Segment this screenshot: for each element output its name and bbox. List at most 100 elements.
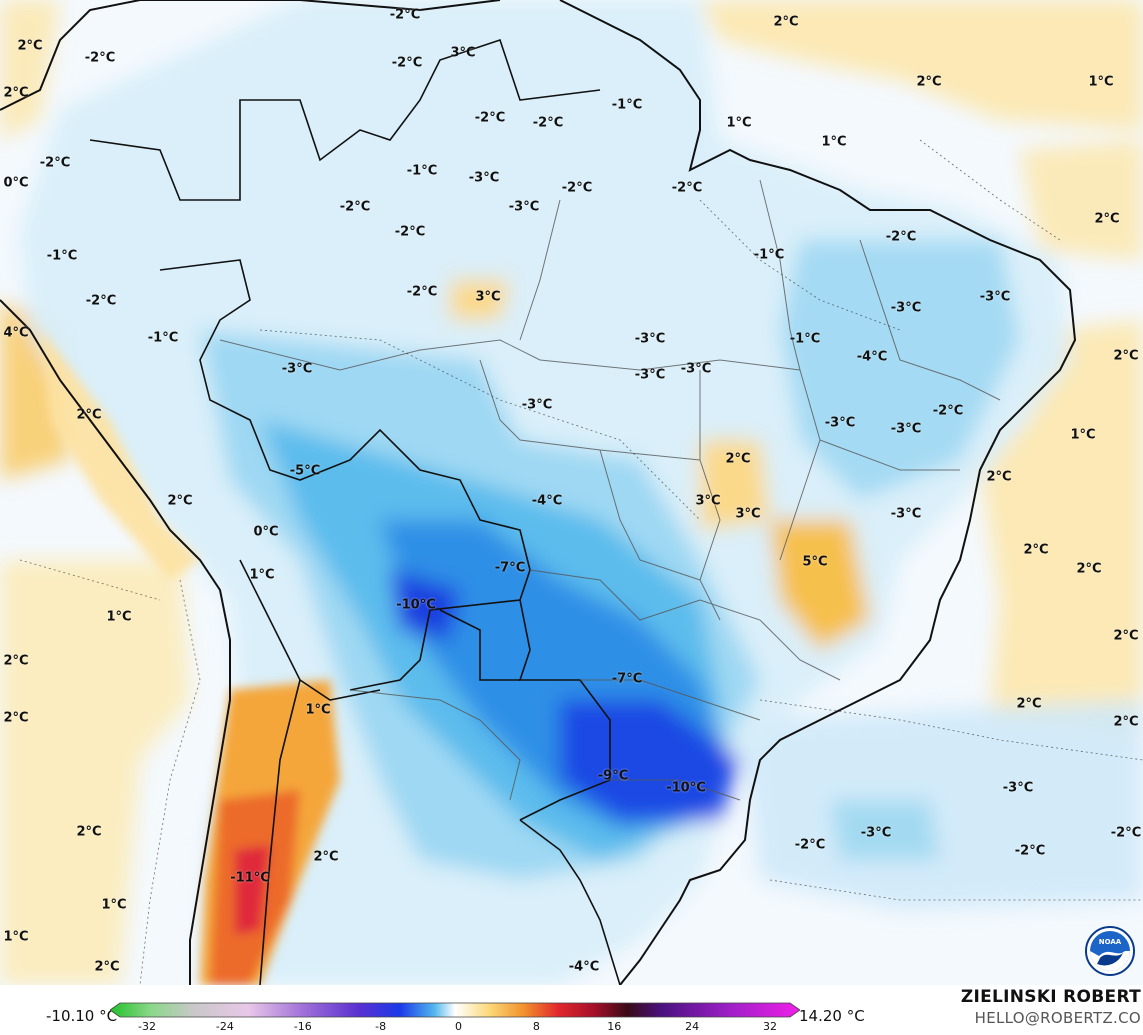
- temperature-label: -2°C: [394, 224, 426, 240]
- temperature-label: -1°C: [406, 163, 438, 179]
- temperature-label: 2°C: [313, 849, 339, 865]
- temperature-label: -3°C: [521, 397, 553, 413]
- temperature-label: 2°C: [3, 85, 29, 101]
- temperature-label: -2°C: [1110, 825, 1142, 841]
- temperature-label: 2°C: [76, 407, 102, 423]
- country-borders: [89, 38, 621, 985]
- temperature-label: 1°C: [1088, 74, 1114, 90]
- temperature-label: -2°C: [406, 284, 438, 300]
- temperature-label: -1°C: [753, 247, 785, 263]
- temperature-label: -11°C: [230, 870, 270, 886]
- temperature-label: 3°C: [695, 493, 721, 509]
- temperature-label: -2°C: [532, 115, 564, 131]
- noaa-logo-text: NOAA: [1099, 938, 1122, 946]
- temperature-label: 2°C: [3, 653, 29, 669]
- state-borders: [219, 179, 1001, 801]
- contour-lines: [19, 139, 1143, 985]
- temperature-label: -5°C: [289, 463, 321, 479]
- temperature-anomaly-map: 2°C -2°C 2°C -2°C 0°C -1°C -2°C 4°C -1°C 2°C -2°C 3…: [0, 0, 1143, 985]
- temperature-label: 2°C: [94, 959, 120, 975]
- temperature-label: -2°C: [794, 837, 826, 853]
- temperature-label: -2°C: [474, 110, 506, 126]
- color-scale-tick: 32: [763, 1020, 777, 1033]
- temperature-label: -3°C: [890, 421, 922, 437]
- temperature-label: 0°C: [3, 175, 29, 191]
- temperature-label: -1°C: [147, 330, 179, 346]
- brand-email[interactable]: HELLO@ROBERTZ.CO: [974, 1009, 1141, 1027]
- brand-name: ZIELINSKI ROBERT: [960, 987, 1141, 1007]
- temperature-label: -10°C: [666, 780, 706, 796]
- temperature-label: -1°C: [789, 331, 821, 347]
- temperature-label: -3°C: [508, 199, 540, 215]
- temperature-label: 0°C: [253, 524, 279, 540]
- temperature-label: -3°C: [890, 506, 922, 522]
- temperature-label: -4°C: [568, 959, 600, 975]
- noaa-logo: NOAA: [1085, 926, 1135, 976]
- temperature-label: 2°C: [1094, 211, 1120, 227]
- temperature-label: 2°C: [17, 38, 43, 54]
- temperature-label: -7°C: [611, 671, 643, 687]
- temperature-label: -2°C: [1014, 843, 1046, 859]
- temperature-label: 1°C: [726, 115, 752, 131]
- color-scale-tick: -8: [375, 1020, 387, 1033]
- temperature-label: 2°C: [725, 451, 751, 467]
- temperature-label: -2°C: [391, 55, 423, 71]
- temperature-label: -2°C: [561, 180, 593, 196]
- temperature-label: 1°C: [1070, 427, 1096, 443]
- temperature-label: 1°C: [249, 567, 275, 583]
- temperature-label: 3°C: [475, 289, 501, 305]
- legend-max-label: 14.20 °C: [799, 1007, 865, 1025]
- color-scale-bar: [110, 1002, 800, 1018]
- temperature-label: -2°C: [339, 199, 371, 215]
- temperature-label: 2°C: [773, 14, 799, 30]
- temperature-label: -2°C: [885, 229, 917, 245]
- temperature-label: -1°C: [611, 97, 643, 113]
- temperature-label: -7°C: [494, 560, 526, 576]
- temperature-label: -3°C: [468, 170, 500, 186]
- temperature-label: 2°C: [76, 824, 102, 840]
- temperature-label: -1°C: [46, 248, 78, 264]
- temperature-label: -2°C: [39, 155, 71, 171]
- temperature-label: -4°C: [531, 493, 563, 509]
- temperature-label: -2°C: [84, 50, 116, 66]
- color-scale-tick: -24: [215, 1020, 234, 1033]
- color-scale-tick: 24: [685, 1020, 700, 1033]
- color-scale-tick: -16: [293, 1020, 312, 1033]
- coastline: [0, 0, 1077, 985]
- temperature-label: 3°C: [450, 45, 476, 61]
- temperature-label: -3°C: [1002, 780, 1034, 796]
- temperature-label: 1°C: [106, 609, 132, 625]
- temperature-label: -3°C: [824, 415, 856, 431]
- temperature-label: 1°C: [101, 897, 127, 913]
- temperature-label: 2°C: [1016, 696, 1042, 712]
- temperature-label: -3°C: [680, 361, 712, 377]
- color-scale-tick: 8: [532, 1020, 540, 1033]
- temperature-label: 2°C: [1023, 542, 1049, 558]
- temperature-label: -2°C: [671, 180, 703, 196]
- temperature-label: -3°C: [634, 367, 666, 383]
- temperature-label: 5°C: [802, 554, 828, 570]
- temperature-label: 2°C: [916, 74, 942, 90]
- temperature-label: 3°C: [735, 506, 761, 522]
- temperature-label: 2°C: [1113, 628, 1139, 644]
- temperature-label: 2°C: [167, 493, 193, 509]
- temperature-label: 2°C: [1113, 714, 1139, 730]
- temperature-label: -3°C: [281, 361, 313, 377]
- legend-min-label: -10.10 °C: [46, 1007, 118, 1025]
- andes-warm-field: [40, 330, 340, 985]
- temperature-label: -2°C: [85, 293, 117, 309]
- temperature-label: -4°C: [856, 349, 888, 365]
- temperature-label: 2°C: [1113, 348, 1139, 364]
- map-canvas: [0, 0, 1143, 985]
- color-scale-tick: 16: [607, 1020, 622, 1033]
- legend-footer: -10.10 °C: [0, 985, 1143, 1035]
- temperature-label: 1°C: [3, 929, 29, 945]
- temperature-label: -3°C: [979, 289, 1011, 305]
- temperature-label: -3°C: [634, 331, 666, 347]
- color-scale-tick: -32: [138, 1020, 156, 1033]
- temperature-label: 2°C: [1076, 561, 1102, 577]
- temperature-label: -9°C: [597, 768, 629, 784]
- temperature-label: -2°C: [389, 7, 421, 23]
- temperature-label: 4°C: [3, 325, 29, 341]
- temperature-label: 2°C: [3, 710, 29, 726]
